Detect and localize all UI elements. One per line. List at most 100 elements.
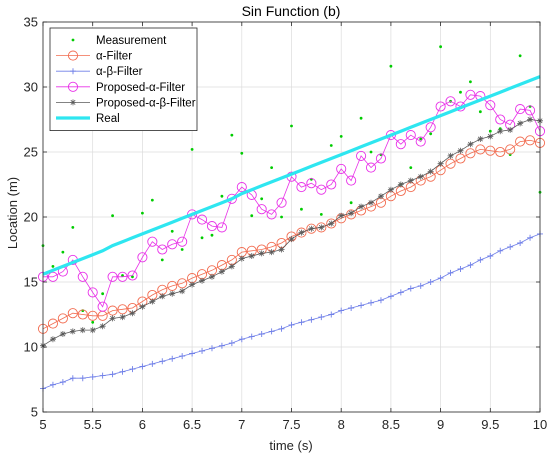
data-point [228,340,235,347]
x-tick-label: 7 [238,417,245,432]
legend-entry: Real [56,113,120,125]
data-point [459,90,462,94]
data-point [290,124,293,128]
data-point [425,122,436,133]
data-point [469,80,472,84]
data-point [49,381,56,388]
data-point [248,333,255,340]
data-point [477,136,484,142]
data-point [187,209,198,220]
legend-marker [70,99,76,106]
data-point [358,203,365,210]
data-point [445,158,456,169]
data-point [497,247,504,254]
legend-box [49,27,198,131]
data-point [218,342,225,349]
data-point [465,89,476,100]
data-point [180,248,184,251]
data-point [49,336,56,343]
data-point [478,110,482,114]
data-point [167,239,178,250]
data-point [407,177,414,184]
x-tick-label: 8.5 [382,417,400,432]
data-point [495,114,506,125]
data-point [338,212,345,219]
data-point [101,292,105,296]
data-point [348,210,355,217]
data-point [308,225,315,232]
legend-marker [67,50,79,61]
y-tick-label: 30 [24,80,38,95]
data-point [487,133,494,140]
data-point [220,194,224,198]
data-point [485,145,496,156]
data-point [210,233,214,237]
data-point [266,209,277,220]
data-point [308,316,315,323]
data-point [117,304,128,315]
data-point [61,250,65,254]
legend-label: Measurement [96,35,167,47]
data-point [429,132,433,136]
data-point [111,214,114,218]
data-point [236,182,247,193]
data-point [200,236,204,240]
data-point [71,226,75,229]
data-point [300,207,303,211]
y-tick-label: 15 [24,275,38,290]
data-point [306,223,317,234]
data-point [199,277,206,284]
legend-label: Real [96,113,120,125]
data-point [316,222,327,233]
x-tick-label: 8 [338,417,345,432]
data-point [419,137,423,141]
data-point [260,197,264,201]
data-point [149,298,156,305]
legend-label: α-β-Filter [96,66,143,78]
data-point [318,314,325,321]
data-point [238,255,245,262]
data-point [359,116,363,120]
data-point [339,135,343,138]
data-point [475,144,486,155]
data-point [389,64,393,68]
data-point [377,193,384,200]
data-point [507,126,514,133]
data-point [208,273,215,280]
data-point [288,236,295,243]
data-point [226,193,237,204]
data-point [258,250,265,257]
data-point [177,236,188,247]
data-point [69,375,76,382]
data-point [397,289,404,296]
data-point [79,375,86,382]
data-point [218,268,225,275]
data-point [79,327,86,334]
data-point [89,327,96,334]
data-point [129,366,136,373]
data-point [467,262,474,269]
x-axis-label: time (s) [269,438,312,453]
series-proposed-filter [40,116,543,349]
data-point [326,179,337,190]
data-point [47,271,58,282]
data-point [87,287,98,298]
data-point [240,151,244,155]
series-line [43,94,541,308]
data-point [349,201,353,205]
data-point [127,270,138,281]
data-point [91,320,95,324]
data-point [87,310,98,321]
data-point [368,199,375,206]
data-point [417,282,424,289]
data-point [298,319,305,326]
data-point [159,358,166,365]
data-point [206,221,218,232]
data-point [427,168,434,175]
legend-marker [70,68,76,75]
data-point [409,166,413,170]
data-point [296,227,307,238]
data-point [77,309,88,320]
series-line [42,75,541,276]
